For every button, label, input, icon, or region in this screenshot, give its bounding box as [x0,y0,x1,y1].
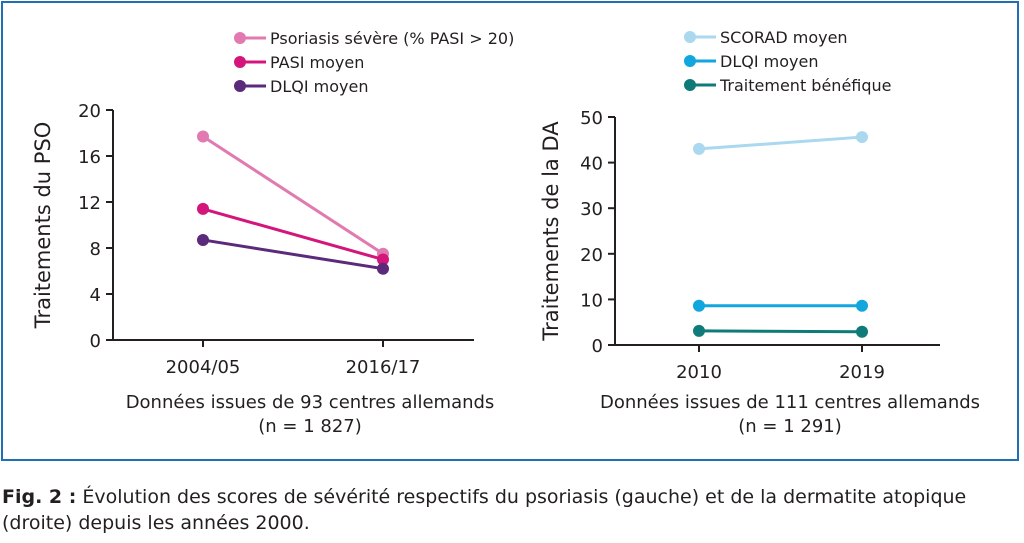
da-legend-label-1: SCORAD moyen [720,28,848,47]
da-legend-label-3: Traitement bénéfique [719,76,892,95]
caption-text: Évolution des scores de sévérité respect… [2,486,967,534]
pso-series-line-3 [202,238,384,271]
da-series-point-1 [693,142,705,155]
pso-series-point-2 [197,202,209,215]
da-legend-label-2: DLQI moyen [720,52,818,71]
da-series-point-3 [856,325,868,338]
da-y-tick-label: 10 [580,290,603,311]
pso-y-tick-label: 16 [78,147,101,168]
da-series-line-1 [698,135,863,151]
pso-y-tick-label: 12 [78,193,101,214]
da-x-tick-label: 2010 [676,362,722,383]
da-series-point-3 [693,324,705,337]
da-x-tick-label: 2019 [839,362,885,383]
da-series-point-2 [693,299,705,312]
da-y-axis-label: Traitements de la DA [539,121,563,342]
da-y-tick-label: 50 [580,108,603,129]
da-legend-marker-2 [684,55,696,67]
da-y-tick-label: 40 [580,154,603,175]
da-series-line-3 [698,329,863,334]
pso-x-tick-label: 2016/17 [346,357,421,378]
pso-series-point-1 [197,130,209,143]
da-series-point-1 [856,131,868,144]
da-y-tick-label: 20 [580,245,603,266]
pso-subtitle-line1: Données issues de 93 centres allemands [126,392,495,413]
figure-frame [1,1,1019,461]
da-series-point-2 [856,299,868,312]
pso-legend-marker-3 [234,80,246,92]
pso-legend-label-1: Psoriasis sévère (% PASI > 20) [270,29,514,48]
figure-caption: Fig. 2 : Évolution des scores de sévérit… [2,484,1022,536]
pso-legend-marker-1 [234,32,246,44]
figure-charts: 0 4 8 12 16 20 2004/05 2016/17 Traitements du PS… [31,28,980,437]
pso-subtitle-line2: (n = 1 827) [258,416,362,437]
pso-series-point-2 [377,253,389,266]
pso-y-tick-label: 0 [90,331,101,352]
da-subtitle-line2: (n = 1 291) [738,416,842,437]
da-subtitle-line1: Données issues de 111 centres allemands [600,392,980,413]
pso-legend-label-2: PASI moyen [270,53,364,72]
da-legend-marker-3 [684,79,696,91]
pso-y-tick-label: 8 [90,239,101,260]
pso-y-tick-label: 20 [78,101,101,122]
pso-x-tick-label: 2004/05 [166,357,241,378]
da-y-tick-label: 30 [580,199,603,220]
da-legend-marker-1 [684,31,696,43]
pso-legend-marker-2 [234,56,246,68]
pso-y-tick-label: 4 [90,285,101,306]
pso-series-line-1 [202,135,384,256]
pso-y-axis-label: Traitements du PSO [31,122,55,330]
pso-series-line-2 [202,207,384,261]
da-y-tick-label: 0 [592,336,603,357]
pso-legend-label-3: DLQI moyen [270,77,368,96]
pso-series-point-3 [377,262,389,275]
caption-label: Fig. 2 : [2,486,77,508]
pso-series-point-3 [197,233,209,246]
